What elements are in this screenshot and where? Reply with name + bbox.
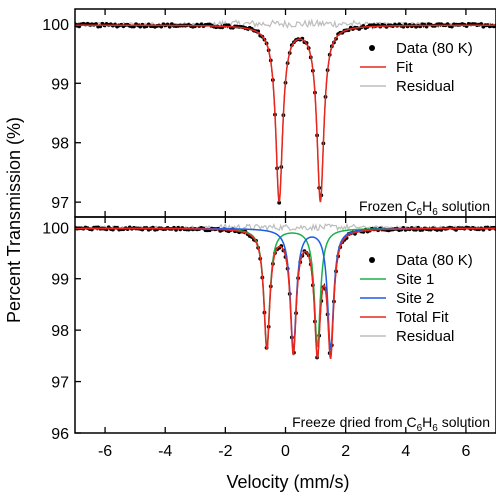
residual-series: [75, 18, 496, 29]
y-tick-label: 98: [51, 323, 69, 340]
bottom-panel: 96 97 98 99 100 Data (80 K) Site 1 Site 2 Total …: [42, 216, 496, 443]
x-tick-label: 4: [401, 443, 410, 460]
x-tick-label: 6: [461, 443, 470, 460]
y-axis-title: Percent Transmission (%): [4, 117, 24, 323]
legend-label: Residual: [396, 328, 454, 345]
x-tick-label: -4: [158, 443, 172, 460]
legend-label: Site 1: [396, 271, 434, 288]
legend-label: Total Fit: [396, 309, 449, 326]
legend-marker: [369, 257, 375, 263]
y-tick-label: 96: [51, 426, 69, 443]
plot-area: [75, 222, 496, 360]
y-tick-label: 99: [51, 272, 69, 289]
top-panel: 97 98 99 100 Data (80 K) Fit Residual Frozen C6…: [42, 8, 496, 218]
x-tick-label: -6: [98, 443, 112, 460]
x-tick-label: 2: [341, 443, 350, 460]
legend-marker: [369, 45, 375, 51]
legend-label: Site 2: [396, 290, 434, 307]
y-tick-label: 97: [51, 195, 69, 212]
y-tick-label: 97: [51, 375, 69, 392]
x-tick-label: -2: [218, 443, 232, 460]
panel-annotation: Frozen C6H6 solution: [359, 198, 490, 218]
fit-series: [75, 227, 496, 360]
y-tick-label: 98: [51, 136, 69, 153]
x-axis: -6 -4 -2 0 2 4 6: [98, 443, 471, 460]
legend-label: Residual: [396, 78, 454, 95]
fit-series: [75, 24, 496, 203]
legend-label: Data (80 K): [396, 252, 473, 269]
y-tick-label: 100: [42, 17, 69, 34]
panel-annotation: Freeze dried from C6H6 solution: [292, 414, 490, 434]
plot-area: [75, 18, 496, 205]
x-axis-title: Velocity (mm/s): [226, 472, 349, 492]
legend-label: Fit: [396, 59, 413, 76]
x-tick-label: 0: [281, 443, 290, 460]
legend-label: Data (80 K): [396, 40, 473, 57]
y-tick-label: 100: [42, 220, 69, 237]
y-tick-label: 99: [51, 76, 69, 93]
